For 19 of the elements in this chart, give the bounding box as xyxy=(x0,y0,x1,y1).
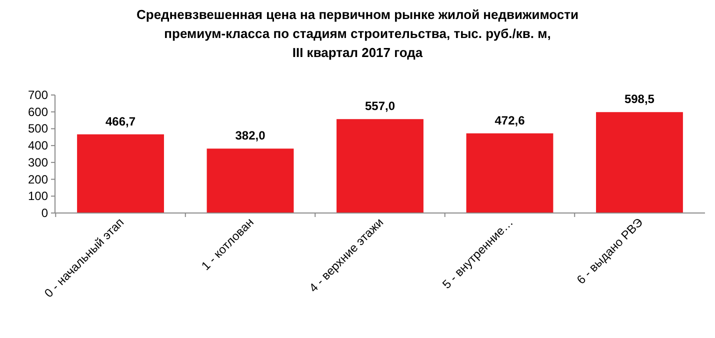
y-tick-label: 300 xyxy=(28,155,48,170)
bar xyxy=(466,133,554,213)
y-tick-label: 100 xyxy=(28,189,48,204)
data-label: 598,5 xyxy=(624,92,655,106)
data-label: 472,6 xyxy=(494,113,526,128)
y-tick-label: 700 xyxy=(28,88,48,102)
data-label: 382,0 xyxy=(235,128,266,143)
bar xyxy=(336,119,424,213)
y-tick-label: 0 xyxy=(41,206,48,220)
data-label: 466,7 xyxy=(106,114,136,128)
y-tick-label: 500 xyxy=(28,122,48,136)
y-tick-label: 200 xyxy=(28,172,48,186)
bar xyxy=(596,112,683,213)
y-tick-label: 600 xyxy=(28,104,48,119)
chart-title: Средневзвешенная цена на первичном рынке жилой недвижимости премиум-класса по стадиям строительства, тыс. руб./кв. м, III квартал 2017 года xyxy=(136,7,579,60)
y-tick-label: 400 xyxy=(28,138,48,153)
bar xyxy=(77,134,164,213)
bar xyxy=(206,148,294,213)
data-label: 557,0 xyxy=(364,99,396,114)
